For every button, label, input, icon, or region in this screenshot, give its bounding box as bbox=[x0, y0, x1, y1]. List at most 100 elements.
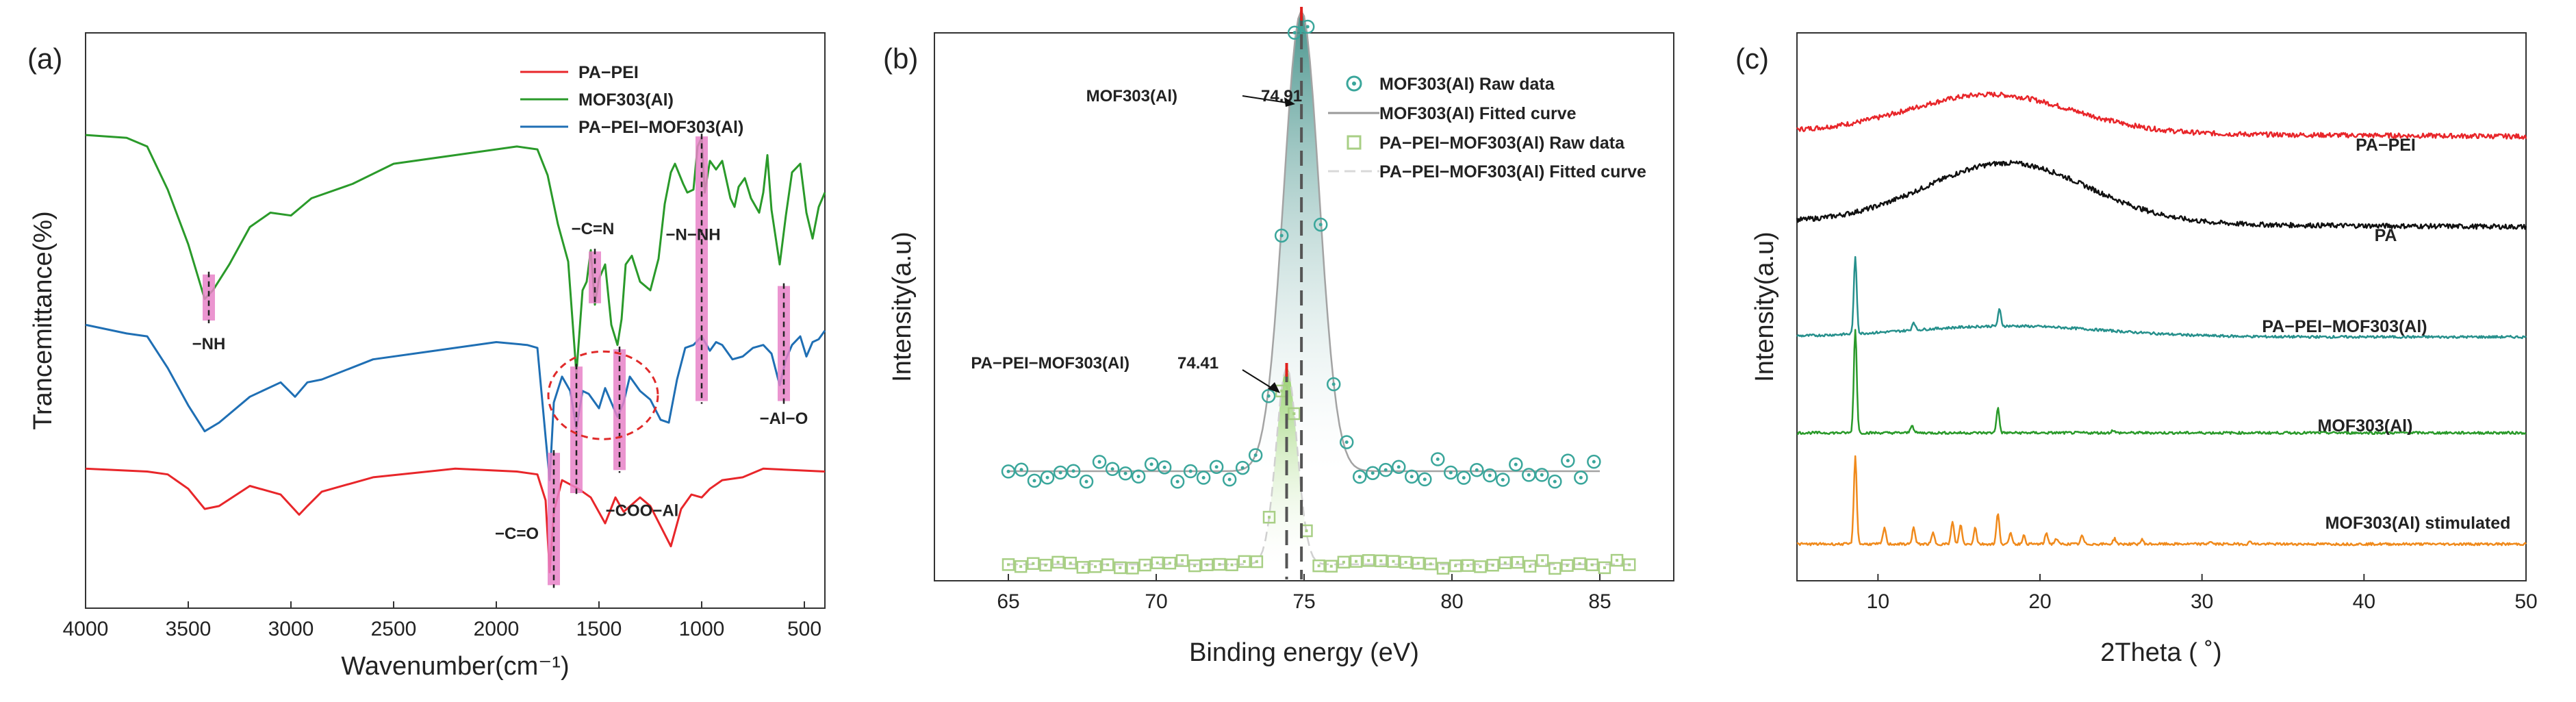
panel-b-raw-point-mof-center bbox=[1475, 468, 1479, 472]
panel-b-raw-point-mof-center bbox=[1383, 468, 1388, 472]
panel-b-raw-point-composite bbox=[1101, 558, 1114, 571]
panel-b-raw-point-composite-center bbox=[1069, 562, 1072, 565]
panel-b-raw-point-mof bbox=[1326, 377, 1341, 392]
panel-b-raw-point-composite-center bbox=[1628, 563, 1631, 566]
panel-b-raw-point-mof bbox=[1483, 468, 1497, 483]
panel-b-raw-point-mof-center bbox=[1410, 475, 1414, 479]
panel-c-series-line-3 bbox=[1796, 329, 2527, 436]
panel-b-raw-point-composite bbox=[1375, 554, 1388, 568]
panel-a-annotation: −C=N bbox=[572, 220, 615, 238]
panel-b-raw-point-composite bbox=[1412, 557, 1425, 570]
panel-b-raw-point-composite bbox=[1387, 555, 1400, 568]
panel-b-raw-point-composite-center bbox=[1392, 560, 1395, 563]
panel-c-xlabel: 2Theta ( ˚) bbox=[2100, 638, 2221, 667]
panel-b-ylabel: Intensity(a.u) bbox=[888, 231, 917, 382]
panel-b-raw-point-composite-center bbox=[1491, 564, 1494, 567]
panel-b-raw-point-composite-center bbox=[1603, 566, 1606, 569]
panel-b-legend: MOF303(Al) Raw data MOF303(Al) Fitted cur… bbox=[1328, 75, 1646, 181]
panel-b-raw-point-mof-center bbox=[1462, 476, 1466, 480]
panel-b-raw-point-composite bbox=[1312, 559, 1325, 573]
panel-b-raw-point-mof-center bbox=[1227, 477, 1232, 481]
panel-a-series-line-2 bbox=[85, 323, 826, 481]
panel-b-raw-point-composite-center bbox=[1181, 559, 1184, 562]
panel-b-raw-point-mof bbox=[1105, 462, 1120, 477]
panel-a-plot-frame bbox=[85, 32, 826, 609]
panel-b-raw-point-mof bbox=[1470, 463, 1484, 477]
panel-b-raw-point-composite-center bbox=[1578, 562, 1581, 565]
panel-a-xtick-label: 500 bbox=[787, 618, 821, 640]
panel-b-raw-point-mof bbox=[1131, 469, 1146, 484]
panel-b-raw-point-mof-center bbox=[1149, 462, 1153, 466]
panel-b-raw-point-mof bbox=[1561, 453, 1575, 468]
panel-b-raw-point-mof bbox=[1261, 389, 1276, 403]
panel-b-legend-marker-center bbox=[1352, 82, 1356, 86]
panel-b-raw-point-mof bbox=[1574, 471, 1588, 485]
panel-b-raw-point-mof bbox=[1209, 460, 1224, 475]
panel-b-xtick-label: 85 bbox=[1588, 590, 1611, 613]
panel-b-legend-label: PA−PEI−MOF303(Al) Fitted curve bbox=[1379, 162, 1646, 181]
panel-b-raw-point-mof-center bbox=[1331, 382, 1336, 386]
panel-b-raw-point-composite-center bbox=[1466, 564, 1470, 567]
panel-b-raw-point-mof-center bbox=[1344, 440, 1349, 444]
panel-b-raw-point-composite bbox=[1225, 558, 1238, 571]
panel-a-annotation: −Al−O bbox=[760, 410, 808, 428]
panel-b-raw-point-mof bbox=[1496, 473, 1510, 487]
panel-c-ylabel: Intensity(a.u) bbox=[1750, 231, 1779, 382]
panel-b-raw-point-composite-center bbox=[1342, 560, 1345, 564]
panel-a-legend-label: PA−PEI bbox=[578, 63, 639, 82]
panel-a: (a) 4000 3500 3000 2500 2000 1500 1000 500 −NH−… bbox=[27, 32, 826, 681]
panel-a-peak-marker bbox=[570, 366, 583, 493]
panel-b-raw-point-composite-center bbox=[1044, 564, 1047, 567]
panel-c-series-line-2 bbox=[1796, 255, 2527, 340]
panel-b-raw-point-composite bbox=[1114, 561, 1127, 575]
panel-b-arrow-shaft bbox=[1242, 95, 1288, 103]
panel-b-raw-point-mof-center bbox=[1240, 466, 1245, 470]
panel-b-annotation-label: MOF303(Al) bbox=[1086, 87, 1177, 105]
panel-a-peak-marker bbox=[203, 274, 215, 321]
panel-a-annotation: −COO−Al bbox=[606, 502, 679, 521]
panel-b-raw-point-composite bbox=[1399, 555, 1412, 569]
panel-b-raw-point-mof bbox=[1587, 454, 1601, 469]
panel-b-raw-point-mof-center bbox=[1084, 479, 1088, 484]
panel-b-raw-point-mof-center bbox=[1592, 460, 1596, 464]
panel-c-ticks: 10 20 30 40 50 bbox=[1867, 574, 2538, 613]
panel-b-raw-point-mof bbox=[1339, 435, 1354, 449]
panel-b-raw-point-composite-center bbox=[1007, 563, 1010, 566]
panel-b-raw-point-mof-center bbox=[1501, 477, 1505, 481]
panel-b-raw-point-composite bbox=[1002, 558, 1015, 571]
panel-b-raw-point-composite bbox=[1548, 562, 1561, 575]
panel-a-annotation: −C=O bbox=[495, 525, 539, 543]
panel-b-raw-point-composite-center bbox=[1566, 564, 1569, 567]
panel-b-raw-point-mof bbox=[1287, 25, 1302, 40]
panel-a-ylabel: Trancemittance(%) bbox=[29, 211, 58, 430]
panel-b-raw-point-mof bbox=[1404, 469, 1419, 484]
panel-b-raw-point-mof-center bbox=[1188, 469, 1193, 473]
panel-b-raw-point-composite bbox=[1499, 556, 1512, 570]
panel-b-raw-point-composite bbox=[1039, 558, 1052, 572]
panel-b-raw-point-composite-center bbox=[1081, 566, 1084, 569]
panel-a-xtick-label: 4000 bbox=[63, 618, 109, 640]
panel-b: (b) 65 70 75 80 85 MOF303(Al) 74.91 PA−PEI−MOF… bbox=[883, 7, 1674, 667]
panel-b-raw-point-mof-center bbox=[1162, 465, 1166, 469]
panel-b-raw-point-composite-center bbox=[1206, 563, 1209, 566]
panel-b-raw-point-composite-center bbox=[1131, 566, 1134, 570]
panel-c-series-label: PA bbox=[2375, 226, 2397, 245]
panel-b-raw-point-mof bbox=[1431, 452, 1445, 466]
panel-b-raw-point-mof-center bbox=[1540, 473, 1544, 477]
panel-b-raw-point-composite-center bbox=[1255, 560, 1258, 564]
panel-a-peak-marker bbox=[613, 349, 626, 471]
panel-b-raw-point-mof-center bbox=[1514, 462, 1518, 466]
panel-b-raw-point-composite-center bbox=[1442, 566, 1445, 570]
panel-b-raw-point-mof bbox=[1535, 468, 1549, 482]
panel-a-xtick-label: 3500 bbox=[166, 618, 212, 640]
panel-b-raw-point-mof bbox=[1313, 217, 1328, 232]
panel-b-raw-point-composite-center bbox=[1416, 562, 1420, 565]
panel-c-series-label: MOF303(Al) bbox=[2318, 416, 2413, 436]
panel-c-xtick-label: 40 bbox=[2353, 590, 2375, 613]
panel-b-raw-point-composite bbox=[1076, 561, 1090, 574]
panel-a-ticks: 4000 3500 3000 2500 2000 1500 1000 500 bbox=[63, 601, 821, 640]
panel-c-xtick-label: 20 bbox=[2028, 590, 2051, 613]
panel-b-legend-label: MOF303(Al) Fitted curve bbox=[1379, 104, 1577, 123]
panel-c-series-line-0 bbox=[1796, 91, 2527, 140]
panel-c-series-label: PA−PEI−MOF303(Al) bbox=[2262, 317, 2427, 336]
